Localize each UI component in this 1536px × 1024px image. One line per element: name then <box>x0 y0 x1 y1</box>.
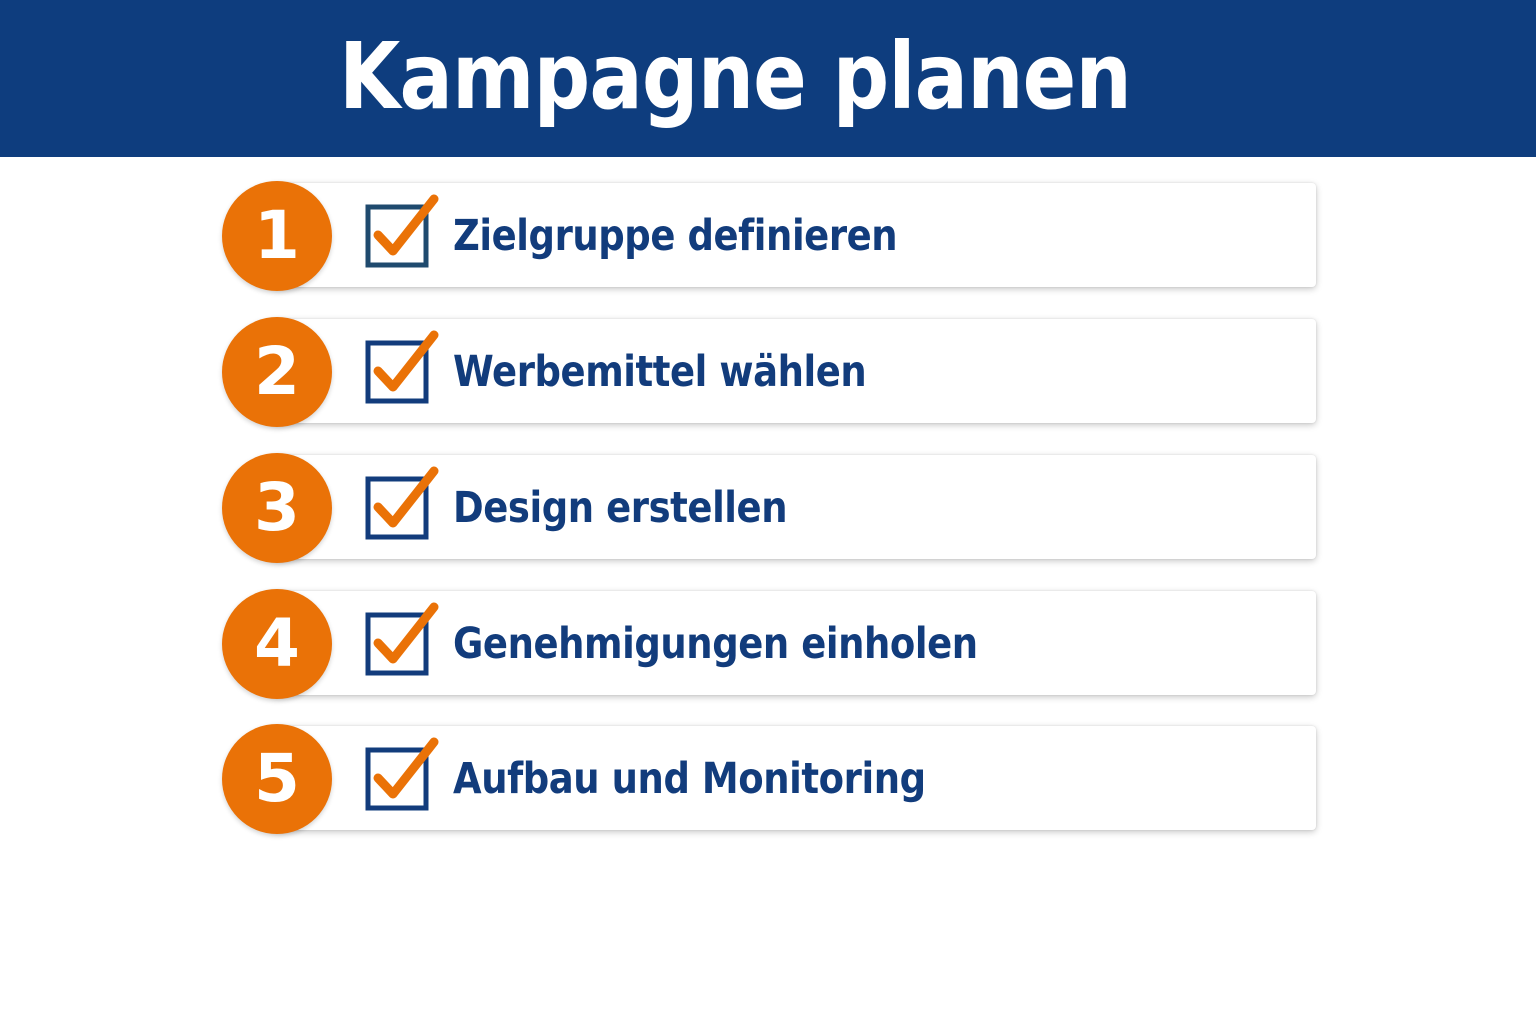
step-card <box>272 591 1316 695</box>
step-card <box>272 726 1316 830</box>
checkbox-checked-icon[interactable] <box>364 193 444 269</box>
step-item: 2 Werbemittel wählen <box>222 317 1316 427</box>
step-number-badge: 3 <box>222 453 332 563</box>
step-number-badge: 2 <box>222 317 332 427</box>
header-banner: Kampagne planen <box>0 0 1536 157</box>
step-number-badge: 4 <box>222 589 332 699</box>
step-label: Zielgruppe definieren <box>453 211 898 261</box>
step-card <box>272 455 1316 559</box>
step-label: Genehmigungen einholen <box>453 619 978 669</box>
checkbox-checked-icon[interactable] <box>364 329 444 405</box>
step-item: 4 Genehmigungen einholen <box>222 589 1316 699</box>
step-card <box>272 319 1316 423</box>
step-item: 3 Design erstellen <box>222 453 1316 563</box>
checkbox-checked-icon[interactable] <box>364 736 444 812</box>
step-label: Aufbau und Monitoring <box>453 754 926 804</box>
step-number-badge: 5 <box>222 724 332 834</box>
step-label: Werbemittel wählen <box>453 347 867 397</box>
step-item: 5 Aufbau und Monitoring <box>222 724 1316 834</box>
step-item: 1 Zielgruppe definieren <box>222 181 1316 291</box>
checkbox-checked-icon[interactable] <box>364 601 444 677</box>
page-title: Kampagne planen <box>339 23 1132 130</box>
step-label: Design erstellen <box>453 483 788 533</box>
step-number-badge: 1 <box>222 181 332 291</box>
checkbox-checked-icon[interactable] <box>364 465 444 541</box>
step-card <box>272 183 1316 287</box>
